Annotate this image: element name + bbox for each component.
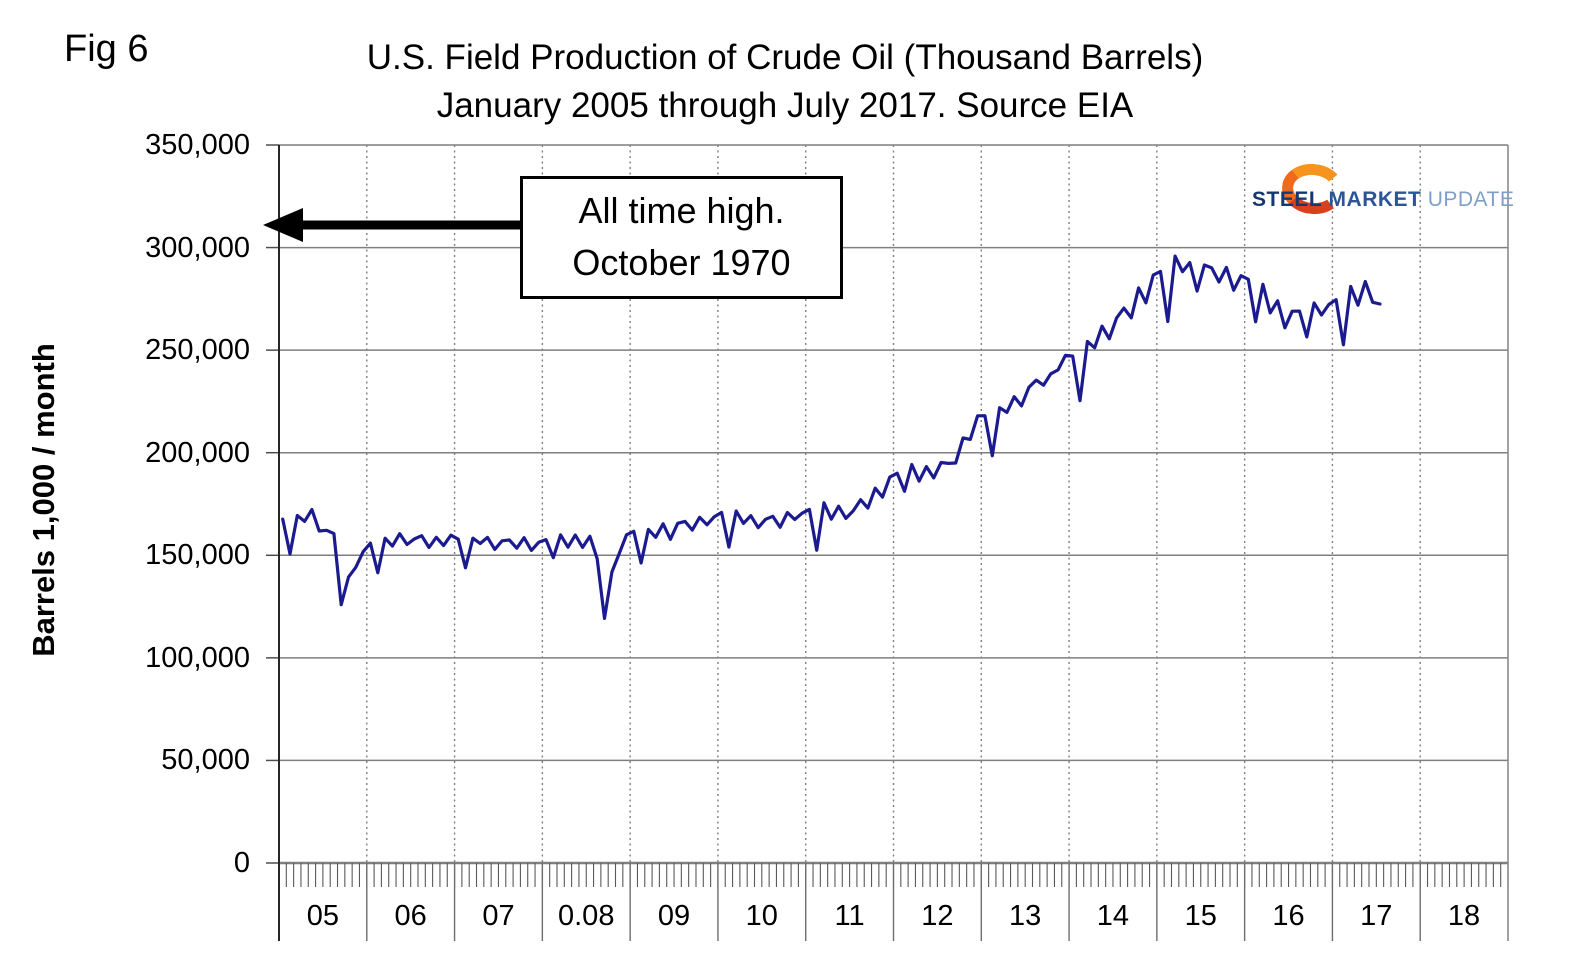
- y-tick-150000: 150,000: [145, 539, 250, 571]
- y-tick-50000: 50,000: [161, 744, 250, 776]
- x-tick-2018: 18: [1447, 900, 1481, 932]
- y-tick-300000: 300,000: [145, 232, 250, 264]
- steel-market-update-logo: STEEL MARKET UPDATE: [1238, 158, 1514, 222]
- x-axis-year-labels: 05 06 07 0.08 09 10 11 12 13 14 15 16 17…: [279, 896, 1508, 940]
- x-tick-2012: 12: [921, 900, 954, 932]
- x-tick-2008: 0.08: [558, 900, 615, 932]
- x-tick-2009: 09: [657, 900, 691, 932]
- x-tick-2013: 13: [1009, 900, 1042, 932]
- x-tick-2016: 16: [1272, 900, 1305, 932]
- x-tick-2005: 05: [306, 900, 340, 932]
- logo-word-steel: STEEL: [1252, 188, 1323, 211]
- y-tick-0: 0: [233, 847, 250, 879]
- x-tick-2014: 14: [1096, 900, 1130, 932]
- x-tick-2007: 07: [482, 900, 515, 932]
- y-axis-title: Barrels 1,000 / month: [26, 343, 61, 657]
- production-line-series: [281, 254, 1382, 621]
- gridlines: [266, 144, 1509, 941]
- chart-title: U.S. Field Production of Crude Oil (Thou…: [180, 34, 1390, 130]
- y-tick-100000: 100,000: [145, 642, 250, 674]
- y-tick-250000: 250,000: [145, 334, 250, 366]
- y-tick-200000: 200,000: [145, 437, 250, 469]
- chart-title-line2: January 2005 through July 2017. Source E…: [436, 86, 1134, 125]
- chart-title-line1: U.S. Field Production of Crude Oil (Thou…: [366, 38, 1204, 77]
- x-tick-2011: 11: [834, 900, 865, 932]
- x-tick-2006: 06: [394, 900, 427, 932]
- smu-logo-text: STEEL MARKET UPDATE: [1252, 188, 1514, 212]
- x-tick-2010: 10: [745, 900, 778, 932]
- all-time-high-callout: All time high. October 1970: [520, 176, 843, 299]
- x-tick-2017: 17: [1360, 900, 1393, 932]
- figure-number: Fig 6: [64, 28, 149, 70]
- all-time-high-arrow: [263, 208, 520, 243]
- logo-word-update: UPDATE: [1427, 188, 1515, 211]
- y-tick-350000: 350,000: [145, 129, 250, 161]
- x-tick-2015: 15: [1184, 900, 1217, 932]
- callout-line2: October 1970: [572, 242, 791, 283]
- callout-line1: All time high.: [578, 190, 785, 231]
- logo-word-market: MARKET: [1328, 188, 1422, 211]
